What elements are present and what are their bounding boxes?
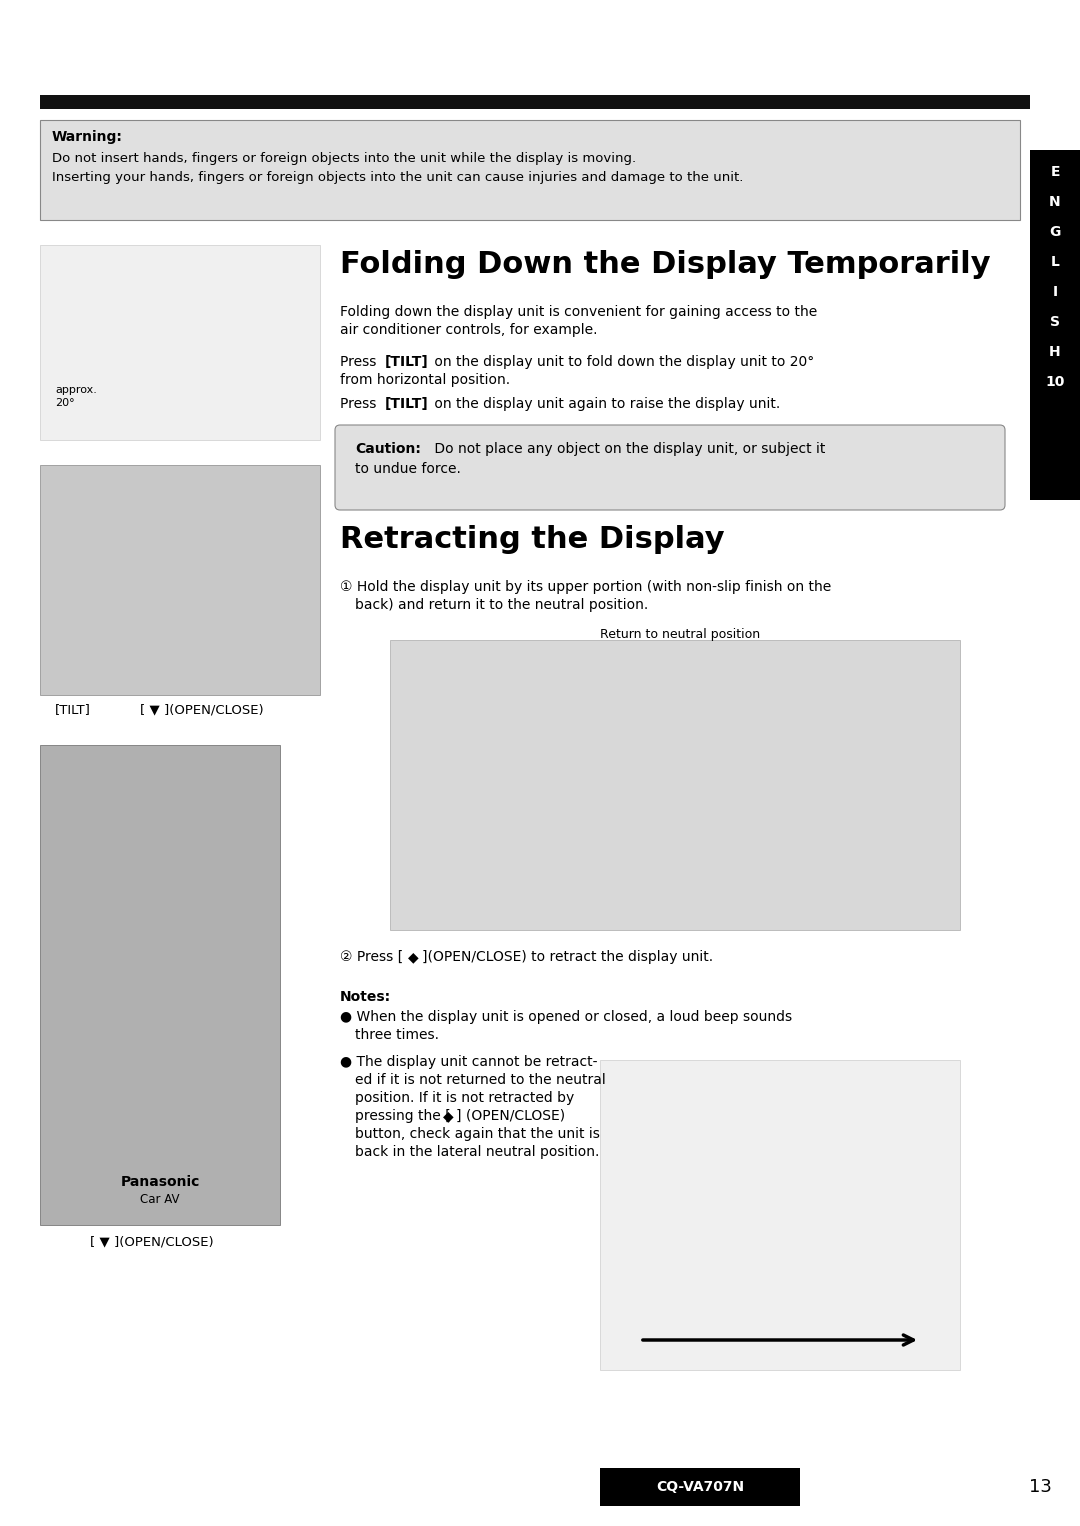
Bar bbox=[390, 639, 960, 929]
Text: Car AV: Car AV bbox=[140, 1193, 179, 1206]
Bar bbox=[600, 1468, 800, 1506]
Bar bbox=[40, 745, 280, 1225]
Text: 13: 13 bbox=[1028, 1479, 1052, 1495]
FancyBboxPatch shape bbox=[335, 426, 1005, 510]
Text: G: G bbox=[1050, 224, 1061, 240]
Text: I: I bbox=[1052, 285, 1057, 299]
Text: on the display unit to fold down the display unit to 20°: on the display unit to fold down the dis… bbox=[430, 356, 814, 369]
Text: three times.: three times. bbox=[355, 1029, 438, 1042]
Text: back) and return it to the neutral position.: back) and return it to the neutral posit… bbox=[355, 598, 648, 612]
Text: air conditioner controls, for example.: air conditioner controls, for example. bbox=[340, 324, 597, 337]
Text: S: S bbox=[1050, 314, 1059, 330]
Text: Notes:: Notes: bbox=[340, 990, 391, 1004]
Text: on the display unit again to raise the display unit.: on the display unit again to raise the d… bbox=[430, 397, 780, 410]
Text: ed if it is not returned to the neutral: ed if it is not returned to the neutral bbox=[355, 1073, 606, 1087]
Text: Do not place any object on the display unit, or subject it: Do not place any object on the display u… bbox=[430, 443, 825, 456]
Text: Inserting your hands, fingers or foreign objects into the unit can cause injurie: Inserting your hands, fingers or foreign… bbox=[52, 171, 743, 185]
Text: ] (OPEN/CLOSE): ] (OPEN/CLOSE) bbox=[456, 1109, 565, 1123]
Bar bbox=[40, 246, 320, 439]
Text: Retracting the Display: Retracting the Display bbox=[340, 525, 725, 554]
Text: ● The display unit cannot be retract-: ● The display unit cannot be retract- bbox=[340, 1054, 597, 1070]
Text: Folding down the display unit is convenient for gaining access to the: Folding down the display unit is conveni… bbox=[340, 305, 818, 319]
Text: ① Hold the display unit by its upper portion (with non-slip finish on the: ① Hold the display unit by its upper por… bbox=[340, 580, 832, 594]
Text: 10: 10 bbox=[1045, 375, 1065, 389]
Text: approx.: approx. bbox=[55, 385, 97, 395]
Text: to undue force.: to undue force. bbox=[355, 462, 461, 476]
Text: E: E bbox=[1050, 165, 1059, 179]
Text: [ ▼ ](OPEN/CLOSE): [ ▼ ](OPEN/CLOSE) bbox=[140, 703, 264, 716]
Text: [TILT]: [TILT] bbox=[384, 397, 429, 410]
Bar bbox=[40, 121, 1020, 220]
Text: [TILT]: [TILT] bbox=[384, 356, 429, 369]
Text: N: N bbox=[1049, 195, 1061, 209]
Text: Warning:: Warning: bbox=[52, 130, 123, 143]
Text: Folding Down the Display Temporarily: Folding Down the Display Temporarily bbox=[340, 250, 990, 279]
Text: position. If it is not retracted by: position. If it is not retracted by bbox=[355, 1091, 575, 1105]
Bar bbox=[40, 465, 320, 694]
Text: Press: Press bbox=[340, 356, 381, 369]
Text: H: H bbox=[1049, 345, 1061, 359]
Text: 20°: 20° bbox=[55, 398, 75, 407]
Bar bbox=[600, 1061, 960, 1370]
Bar bbox=[1030, 150, 1080, 501]
Text: button, check again that the unit is: button, check again that the unit is bbox=[355, 1128, 599, 1141]
Text: ◆: ◆ bbox=[408, 951, 419, 964]
Text: Return to neutral position: Return to neutral position bbox=[599, 629, 760, 641]
Text: ◆: ◆ bbox=[443, 1109, 454, 1123]
Text: Do not insert hands, fingers or foreign objects into the unit while the display : Do not insert hands, fingers or foreign … bbox=[52, 153, 636, 165]
Text: CQ-VA707N: CQ-VA707N bbox=[656, 1480, 744, 1494]
Text: from horizontal position.: from horizontal position. bbox=[340, 372, 510, 388]
Text: back in the lateral neutral position.: back in the lateral neutral position. bbox=[355, 1144, 599, 1160]
Text: Caution:: Caution: bbox=[355, 443, 421, 456]
Text: [ ▼ ](OPEN/CLOSE): [ ▼ ](OPEN/CLOSE) bbox=[90, 1235, 214, 1248]
Text: ② Press [: ② Press [ bbox=[340, 951, 403, 964]
Text: L: L bbox=[1051, 255, 1059, 269]
Bar bbox=[40, 95, 1030, 108]
Text: ](OPEN/CLOSE) to retract the display unit.: ](OPEN/CLOSE) to retract the display uni… bbox=[422, 951, 713, 964]
Text: [TILT]: [TILT] bbox=[55, 703, 91, 716]
Text: Press: Press bbox=[340, 397, 381, 410]
Text: pressing the [: pressing the [ bbox=[355, 1109, 450, 1123]
Text: ● When the display unit is opened or closed, a loud beep sounds: ● When the display unit is opened or clo… bbox=[340, 1010, 792, 1024]
Text: Panasonic: Panasonic bbox=[120, 1175, 200, 1189]
